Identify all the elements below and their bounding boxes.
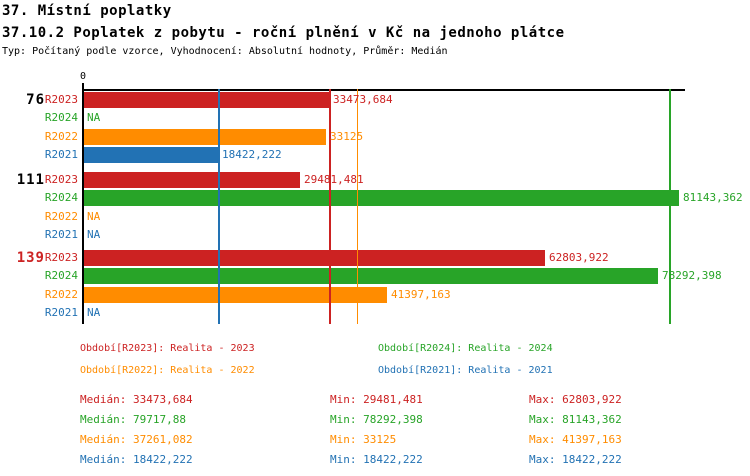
legend-item-r2023: Období[R2023]: Realita - 2023 [80, 343, 255, 354]
y-axis-line [82, 89, 84, 324]
group-label: 111 [16, 172, 45, 188]
series-label-r2024: R2024 [44, 111, 78, 125]
group-label: 76 [26, 92, 45, 108]
bar-value-label: 33125 [330, 129, 364, 143]
bar-value-label: 18422,222 [222, 148, 282, 162]
report-subtitle: 37.10.2 Poplatek z pobytu - roční plnění… [2, 25, 565, 41]
report-title: 37. Místní poplatky [2, 3, 172, 19]
x-axis-tick [82, 83, 84, 89]
series-label-r2021: R2021 [44, 306, 78, 320]
bar-value-label: 62803,922 [549, 251, 609, 264]
stat-min-r2024: Min: 78292,398 [330, 413, 423, 426]
bar-r2022 [83, 286, 387, 303]
group-label: 139 [16, 250, 45, 266]
bar-value-label: 33473,684 [333, 93, 393, 106]
bar-value-label: 81143,362 [683, 191, 743, 205]
bar-na-label: NA [87, 209, 101, 223]
stat-median-r2022: Medián: 37261,082 [80, 433, 193, 446]
series-label-r2022: R2022 [44, 287, 78, 301]
median-line-r2024 [669, 89, 671, 324]
stat-median-r2024: Medián: 79717,88 [80, 413, 186, 426]
x-axis-line [83, 89, 685, 91]
stat-max-r2021: Max: 18422,222 [529, 453, 622, 466]
legend-item-r2021: Období[R2021]: Realita - 2021 [378, 365, 553, 376]
bar-value-label: 29481,481 [304, 173, 364, 186]
bar-r2024 [83, 190, 679, 207]
bar-r2024 [83, 268, 658, 285]
bar-value-label: 78292,398 [662, 269, 722, 283]
stat-min-r2023: Min: 29481,481 [330, 393, 423, 406]
bar-r2022 [83, 128, 326, 145]
bar-na-label: NA [87, 228, 101, 242]
series-label-r2024: R2024 [44, 191, 78, 205]
series-label-r2022: R2022 [44, 129, 78, 143]
bar-r2023 [83, 172, 300, 188]
series-label-r2021: R2021 [44, 148, 78, 162]
legend-item-r2024: Období[R2024]: Realita - 2024 [378, 343, 553, 354]
legend-item-r2022: Období[R2022]: Realita - 2022 [80, 365, 255, 376]
median-line-r2023 [329, 89, 331, 324]
bar-na-label: NA [87, 111, 101, 125]
stat-median-r2021: Medián: 18422,222 [80, 453, 193, 466]
report-meta: Typ: Počítaný podle vzorce, Vyhodnocení:… [2, 46, 448, 57]
x-axis-zero-label: 0 [79, 71, 87, 82]
series-label-r2021: R2021 [44, 228, 78, 242]
series-label-r2022: R2022 [44, 209, 78, 223]
bar-value-label: 41397,163 [391, 287, 451, 301]
bar-na-label: NA [87, 306, 101, 320]
series-label-r2023: R2023 [44, 251, 78, 264]
stat-max-r2022: Max: 41397,163 [529, 433, 622, 446]
bar-r2021 [83, 147, 218, 164]
median-line-r2021 [218, 89, 220, 324]
stat-min-r2021: Min: 18422,222 [330, 453, 423, 466]
stat-min-r2022: Min: 33125 [330, 433, 397, 446]
series-label-r2023: R2023 [44, 93, 78, 106]
stat-median-r2023: Medián: 33473,684 [80, 393, 193, 406]
series-label-r2023: R2023 [44, 173, 78, 186]
median-line-r2022 [356, 89, 359, 324]
stat-max-r2023: Max: 62803,922 [529, 393, 622, 406]
bar-r2023 [83, 250, 545, 266]
stat-max-r2024: Max: 81143,362 [529, 413, 622, 426]
bar-r2023 [83, 92, 329, 108]
series-label-r2024: R2024 [44, 269, 78, 283]
